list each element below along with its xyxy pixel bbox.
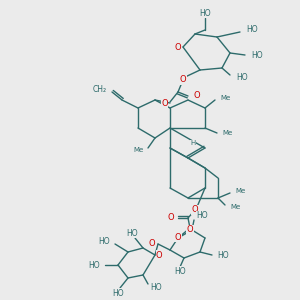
Text: O: O bbox=[167, 212, 174, 221]
Text: HO: HO bbox=[126, 229, 138, 238]
Text: HO: HO bbox=[196, 212, 208, 220]
Text: O: O bbox=[192, 206, 198, 214]
Text: O: O bbox=[175, 232, 181, 242]
Text: O: O bbox=[148, 238, 155, 247]
Text: Me: Me bbox=[134, 147, 144, 153]
Text: Me: Me bbox=[235, 188, 245, 194]
Text: HO: HO bbox=[150, 284, 162, 292]
Text: HO: HO bbox=[174, 266, 186, 275]
Text: O: O bbox=[161, 98, 168, 107]
Text: Me: Me bbox=[222, 130, 232, 136]
Text: HO: HO bbox=[236, 73, 248, 82]
Text: Me: Me bbox=[230, 204, 240, 210]
Text: O: O bbox=[174, 43, 181, 52]
Text: H: H bbox=[190, 140, 196, 146]
Text: HO: HO bbox=[98, 236, 110, 245]
Text: HO: HO bbox=[217, 251, 229, 260]
Text: O: O bbox=[180, 76, 186, 85]
Text: O: O bbox=[187, 226, 193, 235]
Text: O: O bbox=[156, 250, 163, 260]
Text: HO: HO bbox=[88, 260, 100, 269]
Text: HO: HO bbox=[112, 289, 124, 298]
Text: HO: HO bbox=[251, 50, 262, 59]
Text: O: O bbox=[193, 91, 200, 100]
Text: CH₂: CH₂ bbox=[93, 85, 107, 94]
Text: HO: HO bbox=[246, 26, 258, 34]
Text: Me: Me bbox=[220, 95, 230, 101]
Text: HO: HO bbox=[199, 8, 211, 17]
